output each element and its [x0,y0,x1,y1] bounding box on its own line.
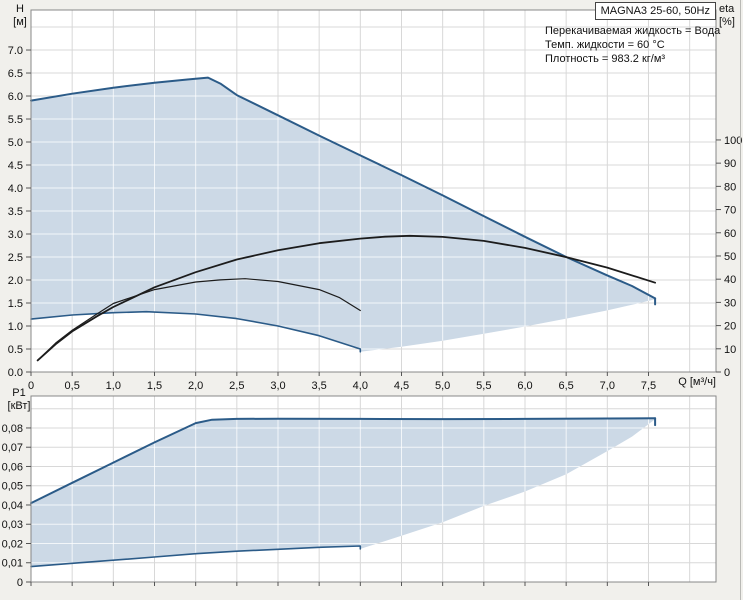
y-tick-label: 3.5 [8,206,23,218]
y-tick-label: 0.0 [8,367,23,379]
hq-plot: 0 0,5 1,0 1,5 2,0 2,5 3,0 3,5 4,0 4,5 5,0 5,5 6,0 6,5… [8,9,742,392]
chart-title-box: MAGNA3 25-60, 50Hz [594,2,716,20]
y-tick-label: 0,06 [2,461,23,473]
curve-eta_curve_max [36,234,656,362]
eta-tick-label: 0 [724,367,730,379]
operating-envelope-fill [31,418,656,567]
y-tick-label: 0,07 [2,442,23,454]
x-tick-label: 3,0 [270,380,285,392]
x-tick-label: 1,5 [147,380,162,392]
x-tick-label: 3,5 [312,380,327,392]
info-line-temperature: Темп. жидкости = 60 °C [545,39,665,51]
y-tick-label: 0,08 [2,423,23,435]
x-tick-label: 1,0 [106,380,121,392]
p1-axis-label: P1 [кВт] [2,387,36,413]
ticks [26,427,649,586]
curve-eta_curve_min [37,278,361,361]
eta-tick-label: 20 [724,321,736,333]
eta-tick-label: 50 [724,251,736,263]
y-tick-label: 1.5 [8,298,23,310]
y-tick-label: 6.5 [8,68,23,80]
y-tick-label: 0,02 [2,538,23,550]
eta-axis-label-unit: [%] [719,16,735,28]
eta-axis-label-symbol: eta [719,3,735,15]
p1-axis-label-unit: [кВт] [7,400,31,412]
x-tick-label: 2,0 [188,380,203,392]
eta-tick-label: 30 [724,297,736,309]
x-tick-label: 0 [28,380,34,392]
plot-border [30,395,717,583]
y-tick-label: 6.0 [8,91,23,103]
y-tick-label: 5.5 [8,114,23,126]
h-axis-label-symbol: H [16,3,24,15]
curve-min_speed_curve [30,310,362,353]
y-tick-label: 2.0 [8,275,23,287]
x-tick-label: 4,5 [394,380,409,392]
y-tick-label: 3.0 [8,229,23,241]
power-plot: 0 0,01 0,02 0,03 0,04 0,05 0,06 0,07 0,08 [2,395,717,589]
info-line-density: Плотность = 983.2 кг/м³ [545,53,666,65]
x-tick-label: 7,0 [600,380,615,392]
eta-tick-label: 100 [724,135,742,147]
x-tick-label: 6,5 [559,380,574,392]
eta-tick-label: 70 [724,205,736,217]
y-tick-label: 0,04 [2,500,23,512]
eta-tick-label: 80 [724,181,736,193]
y-tick-label: 0,05 [2,481,23,493]
y-tick-label: 0,01 [2,558,23,570]
eta-tick-label: 60 [724,228,736,240]
y-tick-label: 4.5 [8,160,23,172]
y-tick-label: 0,03 [2,519,23,531]
curve-p1_max_curve [30,417,657,505]
x-tick-label: 2,5 [229,380,244,392]
eta-tick-label: 10 [724,344,736,356]
x-tick-label: 7,5 [641,380,656,392]
eta-axis-label: eta [%] [719,3,735,29]
eta-tick-label: 90 [724,158,736,170]
y-tick-label: 0 [17,577,23,589]
liquid-info-box: Перекачиваемая жидкость = Вода Темп. жид… [545,24,720,66]
q-axis-label: Q [м³/ч] [678,376,716,388]
ticks [26,49,721,376]
plot-border [30,9,717,373]
y-tick-label: 7.0 [8,45,23,57]
h-axis-label: H [м] [6,3,34,29]
chart-title: MAGNA3 25-60, 50Hz [600,5,710,17]
y-tick-label: 0.5 [8,344,23,356]
image-right-border [740,0,741,600]
h-axis-label-unit: [м] [13,16,27,28]
y-tick-label: 4.0 [8,183,23,195]
y-tick-label: 5.0 [8,137,23,149]
info-line-liquid: Перекачиваемая жидкость = Вода [545,25,721,37]
x-tick-label: 6,0 [517,380,532,392]
y-tick-label: 1.0 [8,321,23,333]
curve-p1_min_curve [30,545,362,568]
x-tick-label: 5,0 [435,380,450,392]
x-tick-label: 5,5 [476,380,491,392]
y-tick-label: 2.5 [8,252,23,264]
x-tick-label: 4,0 [353,380,368,392]
p1-axis-label-symbol: P1 [12,387,26,399]
x-tick-label: 0,5 [65,380,80,392]
eta-tick-label: 40 [724,274,736,286]
